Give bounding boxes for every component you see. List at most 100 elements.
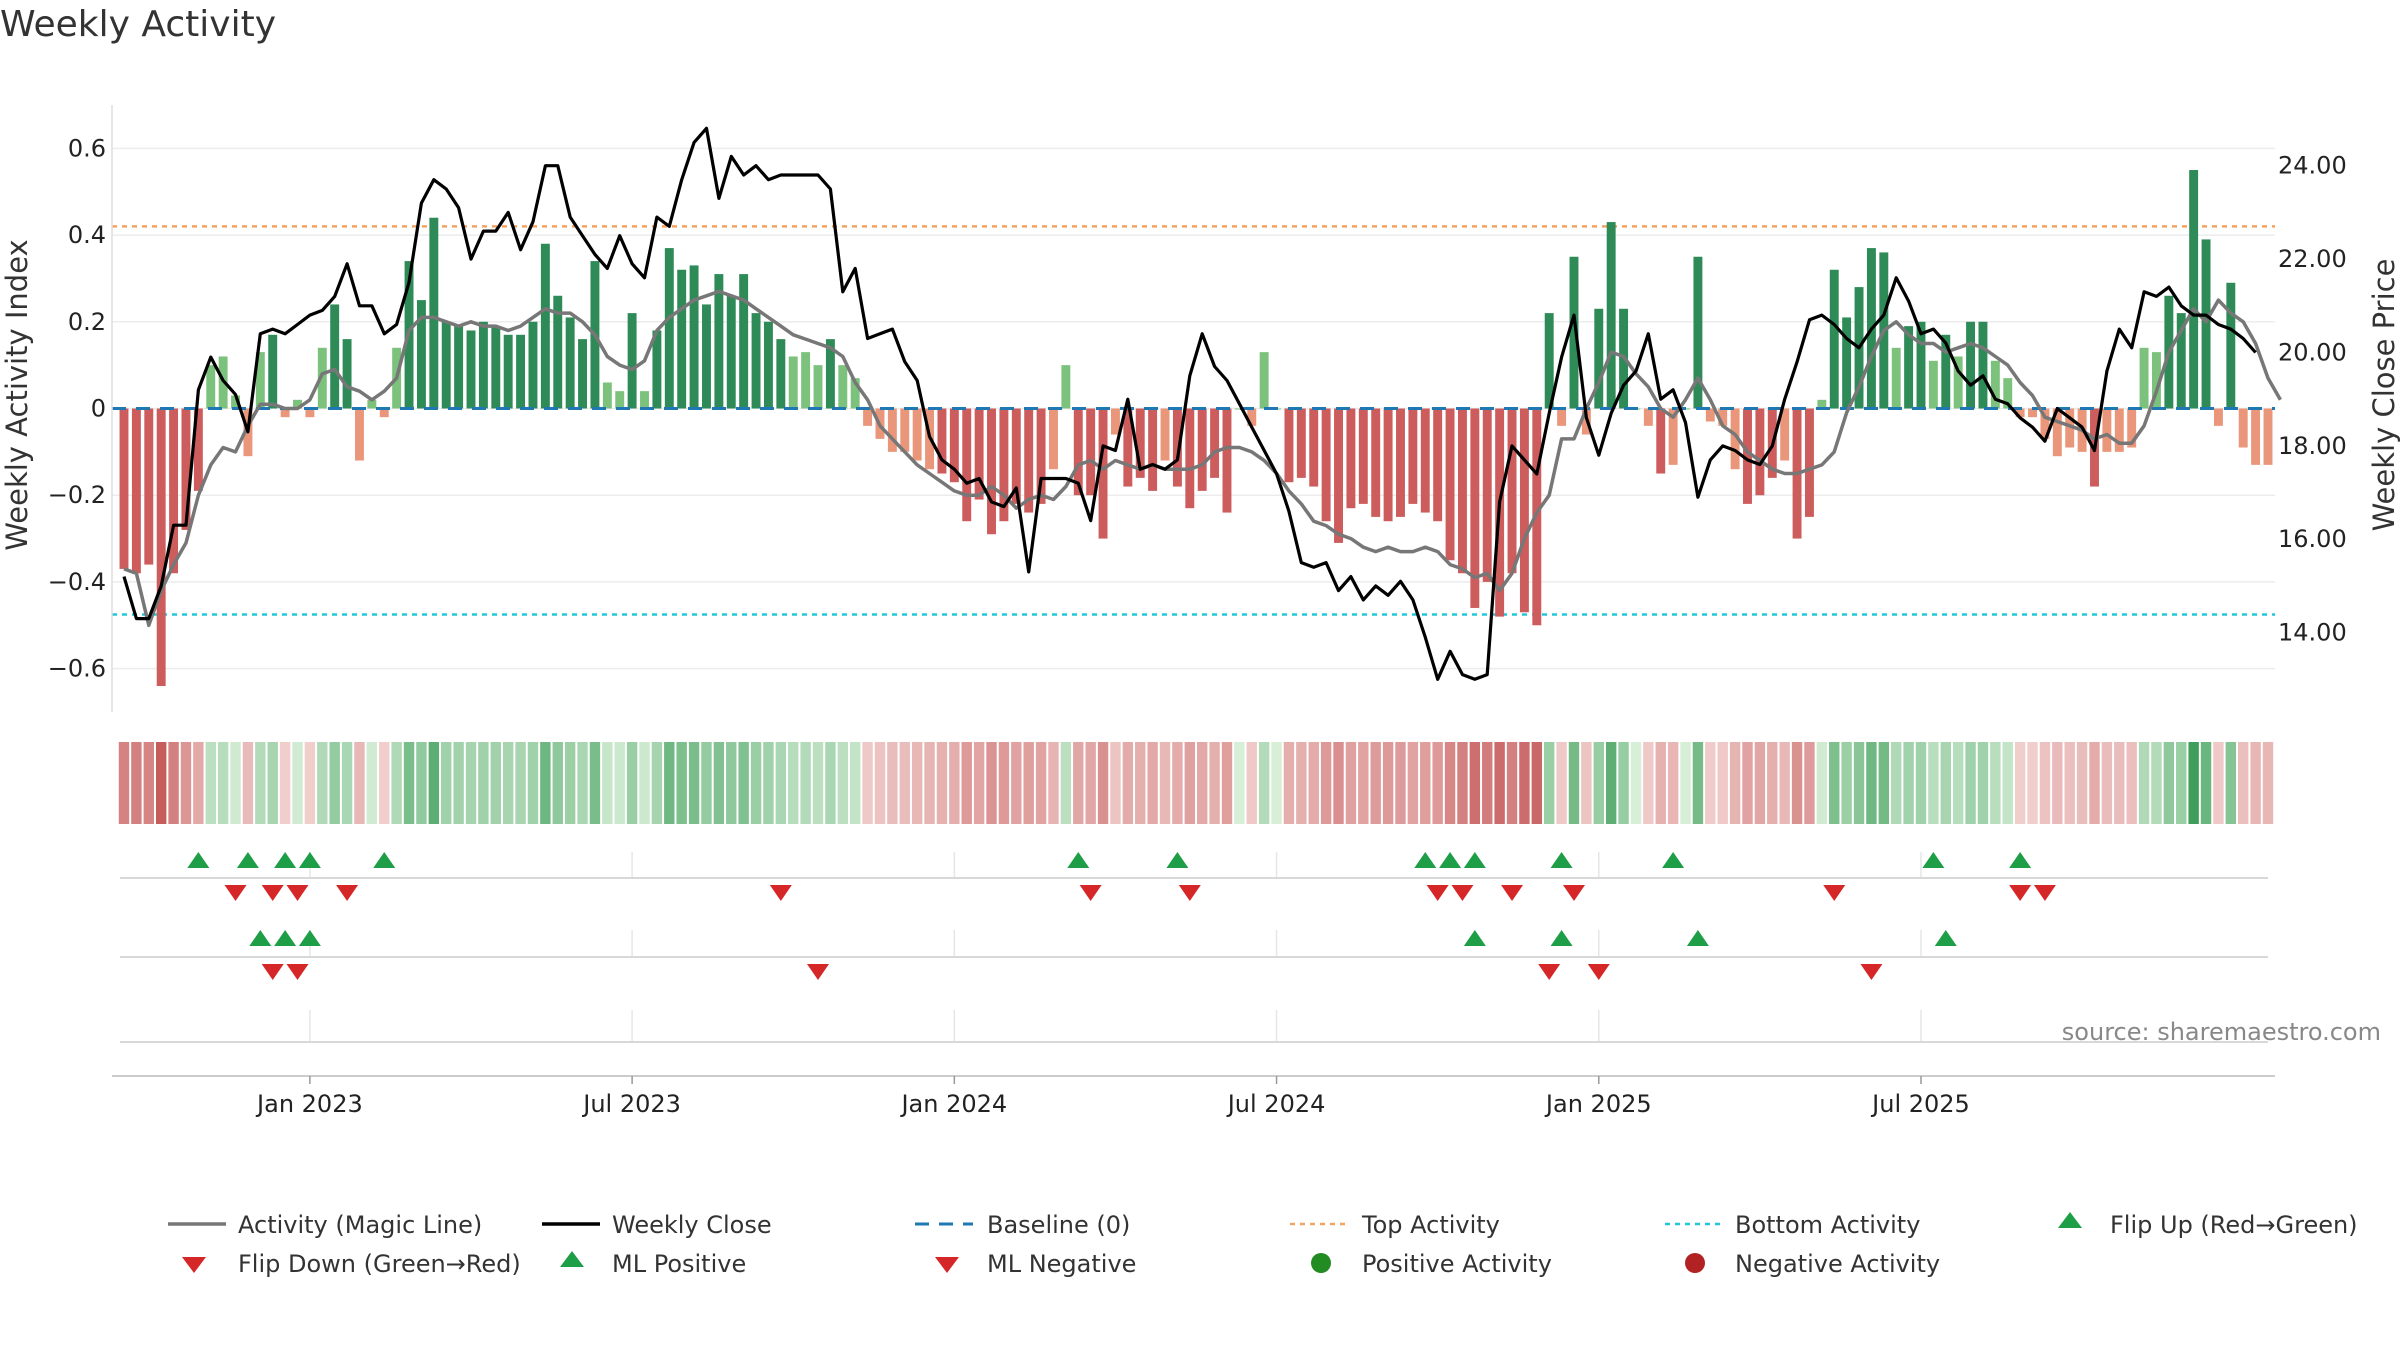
legend-flip-down-swatch	[182, 1257, 206, 1273]
right-tick-label: 14.00	[2278, 619, 2347, 647]
flip-up-marker	[1922, 852, 1945, 868]
heat-cell	[2089, 742, 2100, 824]
heat-cell	[441, 742, 452, 824]
left-tick-label: 0.6	[68, 134, 106, 162]
heat-cell	[924, 742, 935, 824]
activity-bar	[664, 248, 674, 409]
ml-negative-marker	[286, 964, 309, 980]
activity-bar	[1904, 326, 1914, 409]
activity-bar	[1743, 408, 1752, 504]
heat-cell	[973, 742, 985, 824]
heat-cell	[1940, 742, 1951, 824]
activity-bar	[2201, 239, 2211, 409]
legend-ml-positive-swatch	[560, 1251, 584, 1267]
activity-bar	[1185, 408, 1195, 509]
heat-cell	[1878, 742, 1890, 824]
heat-cell	[2262, 742, 2274, 824]
heat-cell	[155, 742, 167, 824]
legend: Activity (Magic Line) Weekly Close Baselin…	[168, 1211, 2358, 1278]
heat-cell	[2002, 742, 2013, 824]
heat-cell	[1965, 742, 1976, 824]
activity-bar	[2152, 352, 2161, 409]
heat-cell	[1234, 742, 1245, 824]
heat-cell	[1395, 742, 1406, 824]
activity-bar	[1408, 408, 1418, 504]
activity-bar	[640, 391, 649, 409]
legend-label: ML Negative	[987, 1250, 1136, 1278]
heat-cell	[1221, 742, 1233, 824]
right-tick-label: 24.00	[2278, 152, 2347, 180]
activity-bar	[330, 304, 340, 409]
activity-bar	[144, 408, 154, 565]
flip-up-marker	[1439, 852, 1462, 868]
activity-bar	[1557, 408, 1567, 426]
heat-cell	[849, 742, 861, 824]
activity-bar	[1371, 408, 1381, 517]
activity-bar	[1966, 321, 1976, 409]
heat-cell	[1135, 742, 1146, 824]
activity-bar	[813, 365, 823, 409]
flip-down-marker	[2009, 885, 2032, 901]
heat-cell	[1990, 742, 2001, 824]
heat-cell	[1829, 742, 1840, 824]
heat-cell	[255, 742, 266, 824]
signal-markers	[120, 852, 2268, 1043]
flip-down-marker	[336, 885, 359, 901]
heat-cell	[775, 742, 787, 824]
flip-down-marker	[1426, 885, 1449, 901]
heat-cell	[1643, 742, 1654, 824]
activity-bar	[1693, 256, 1703, 409]
heat-cell	[1866, 742, 1877, 824]
heat-cell	[118, 742, 130, 824]
activity-bar	[293, 399, 302, 409]
activity-bar	[1061, 365, 1071, 409]
activity-bar	[1445, 408, 1455, 561]
activity-bar	[317, 347, 327, 409]
heat-cell	[862, 742, 873, 824]
heat-cell	[1023, 742, 1034, 824]
heat-cell	[874, 742, 886, 824]
x-axis: Jan 2023 Jul 2023 Jan 2024 Jul 2024 Jan 2025…	[112, 1075, 2275, 1118]
heat-cell	[986, 742, 997, 824]
activity-bar	[627, 313, 637, 409]
heat-cell	[379, 742, 390, 824]
heat-cell	[1122, 742, 1134, 824]
activity-bar	[416, 300, 426, 409]
left-tick-label: 0.4	[68, 221, 106, 249]
heat-cell	[2014, 742, 2026, 824]
heat-cell	[639, 742, 650, 824]
flip-down-marker	[2033, 885, 2056, 901]
heat-cell	[1742, 742, 1753, 824]
heat-cell	[267, 742, 278, 824]
activity-bar	[255, 352, 265, 409]
heat-cell	[217, 742, 229, 824]
activity-bar	[491, 326, 501, 409]
heat-cell	[304, 742, 316, 824]
heat-cell	[1085, 742, 1096, 824]
activity-bar	[231, 395, 240, 409]
heat-cell	[1345, 742, 1357, 824]
activity-bar	[1718, 408, 1728, 426]
activity-bar	[181, 408, 191, 530]
heat-cell	[502, 742, 514, 824]
heat-cell	[1358, 742, 1369, 824]
heat-cell	[887, 742, 898, 824]
flip-up-marker	[1166, 852, 1189, 868]
left-tick-label: −0.2	[48, 481, 106, 509]
ml-negative-marker	[1538, 964, 1561, 980]
heat-cell	[825, 742, 836, 824]
flip-down-marker	[1501, 885, 1524, 901]
activity-bar	[1953, 356, 1963, 409]
heat-cell	[1048, 742, 1059, 824]
activity-bar	[1396, 408, 1405, 517]
activity-bar	[1358, 408, 1368, 504]
activity-bar	[887, 408, 897, 452]
heat-cell	[788, 742, 799, 824]
activity-bar	[1321, 408, 1331, 522]
activity-bar	[677, 269, 687, 409]
activity-bar	[1222, 408, 1232, 513]
right-tick-label: 22.00	[2278, 245, 2347, 273]
right-tick-label: 20.00	[2278, 338, 2347, 366]
heat-cell	[366, 742, 378, 824]
activity-bar	[1532, 408, 1542, 626]
